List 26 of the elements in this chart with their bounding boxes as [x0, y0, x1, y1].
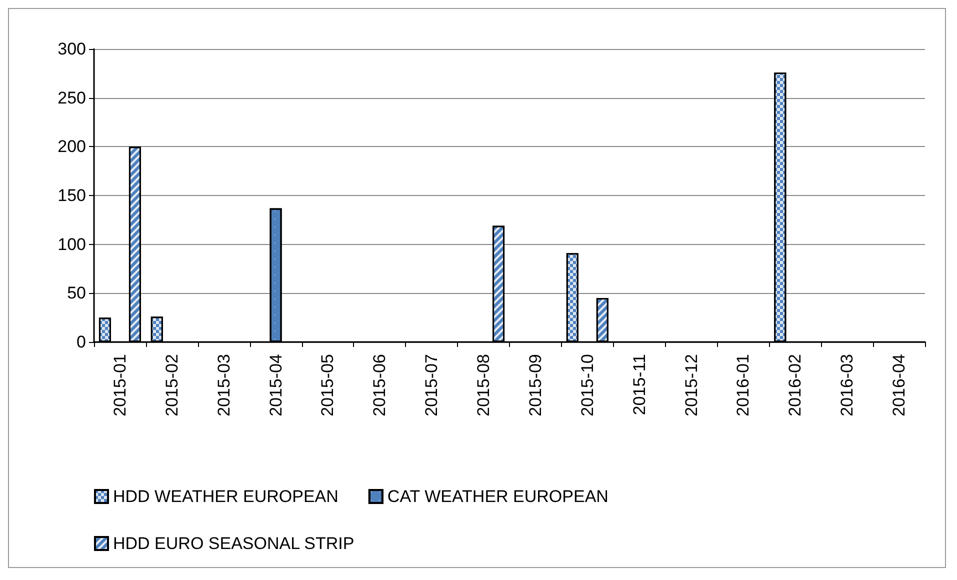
y-tick-label: 100 [58, 234, 86, 254]
y-tick-label: 150 [58, 186, 86, 205]
x-tick-label: 2016-03 [838, 354, 857, 416]
x-tick-label: 2015-10 [578, 354, 597, 416]
x-tick-label: 2015-11 [630, 354, 649, 416]
x-tick-label: 2016-01 [734, 354, 753, 416]
x-tick-label: 2015-04 [266, 354, 286, 416]
x-tick-label: 2015-09 [526, 354, 545, 416]
x-tick-label: 2015-01 [110, 354, 130, 416]
y-tick-label: 250 [58, 88, 86, 108]
legend-label: HDD WEATHER EUROPEAN [113, 487, 338, 506]
legend-label: CAT WEATHER EUROPEAN [387, 487, 608, 506]
x-tick-label: 2015-06 [370, 354, 390, 416]
x-tick-label: 2015-03 [214, 354, 234, 416]
y-tick-label: 50 [67, 284, 86, 303]
x-tick-label: 2015-08 [474, 354, 494, 416]
x-tick-label: 2016-02 [786, 354, 805, 416]
y-tick-label: 0 [76, 332, 86, 352]
y-tick-label: 200 [58, 137, 86, 156]
legend-label: HDD EURO SEASONAL STRIP [113, 534, 354, 553]
x-tick-label: 2015-02 [162, 354, 182, 416]
y-tick-label: 300 [58, 40, 86, 58]
x-tick-label: 2016-04 [890, 354, 909, 416]
x-tick-label: 2015-05 [318, 354, 338, 416]
x-tick-label: 2015-07 [422, 354, 442, 416]
x-tick-label: 2015-12 [682, 354, 701, 416]
